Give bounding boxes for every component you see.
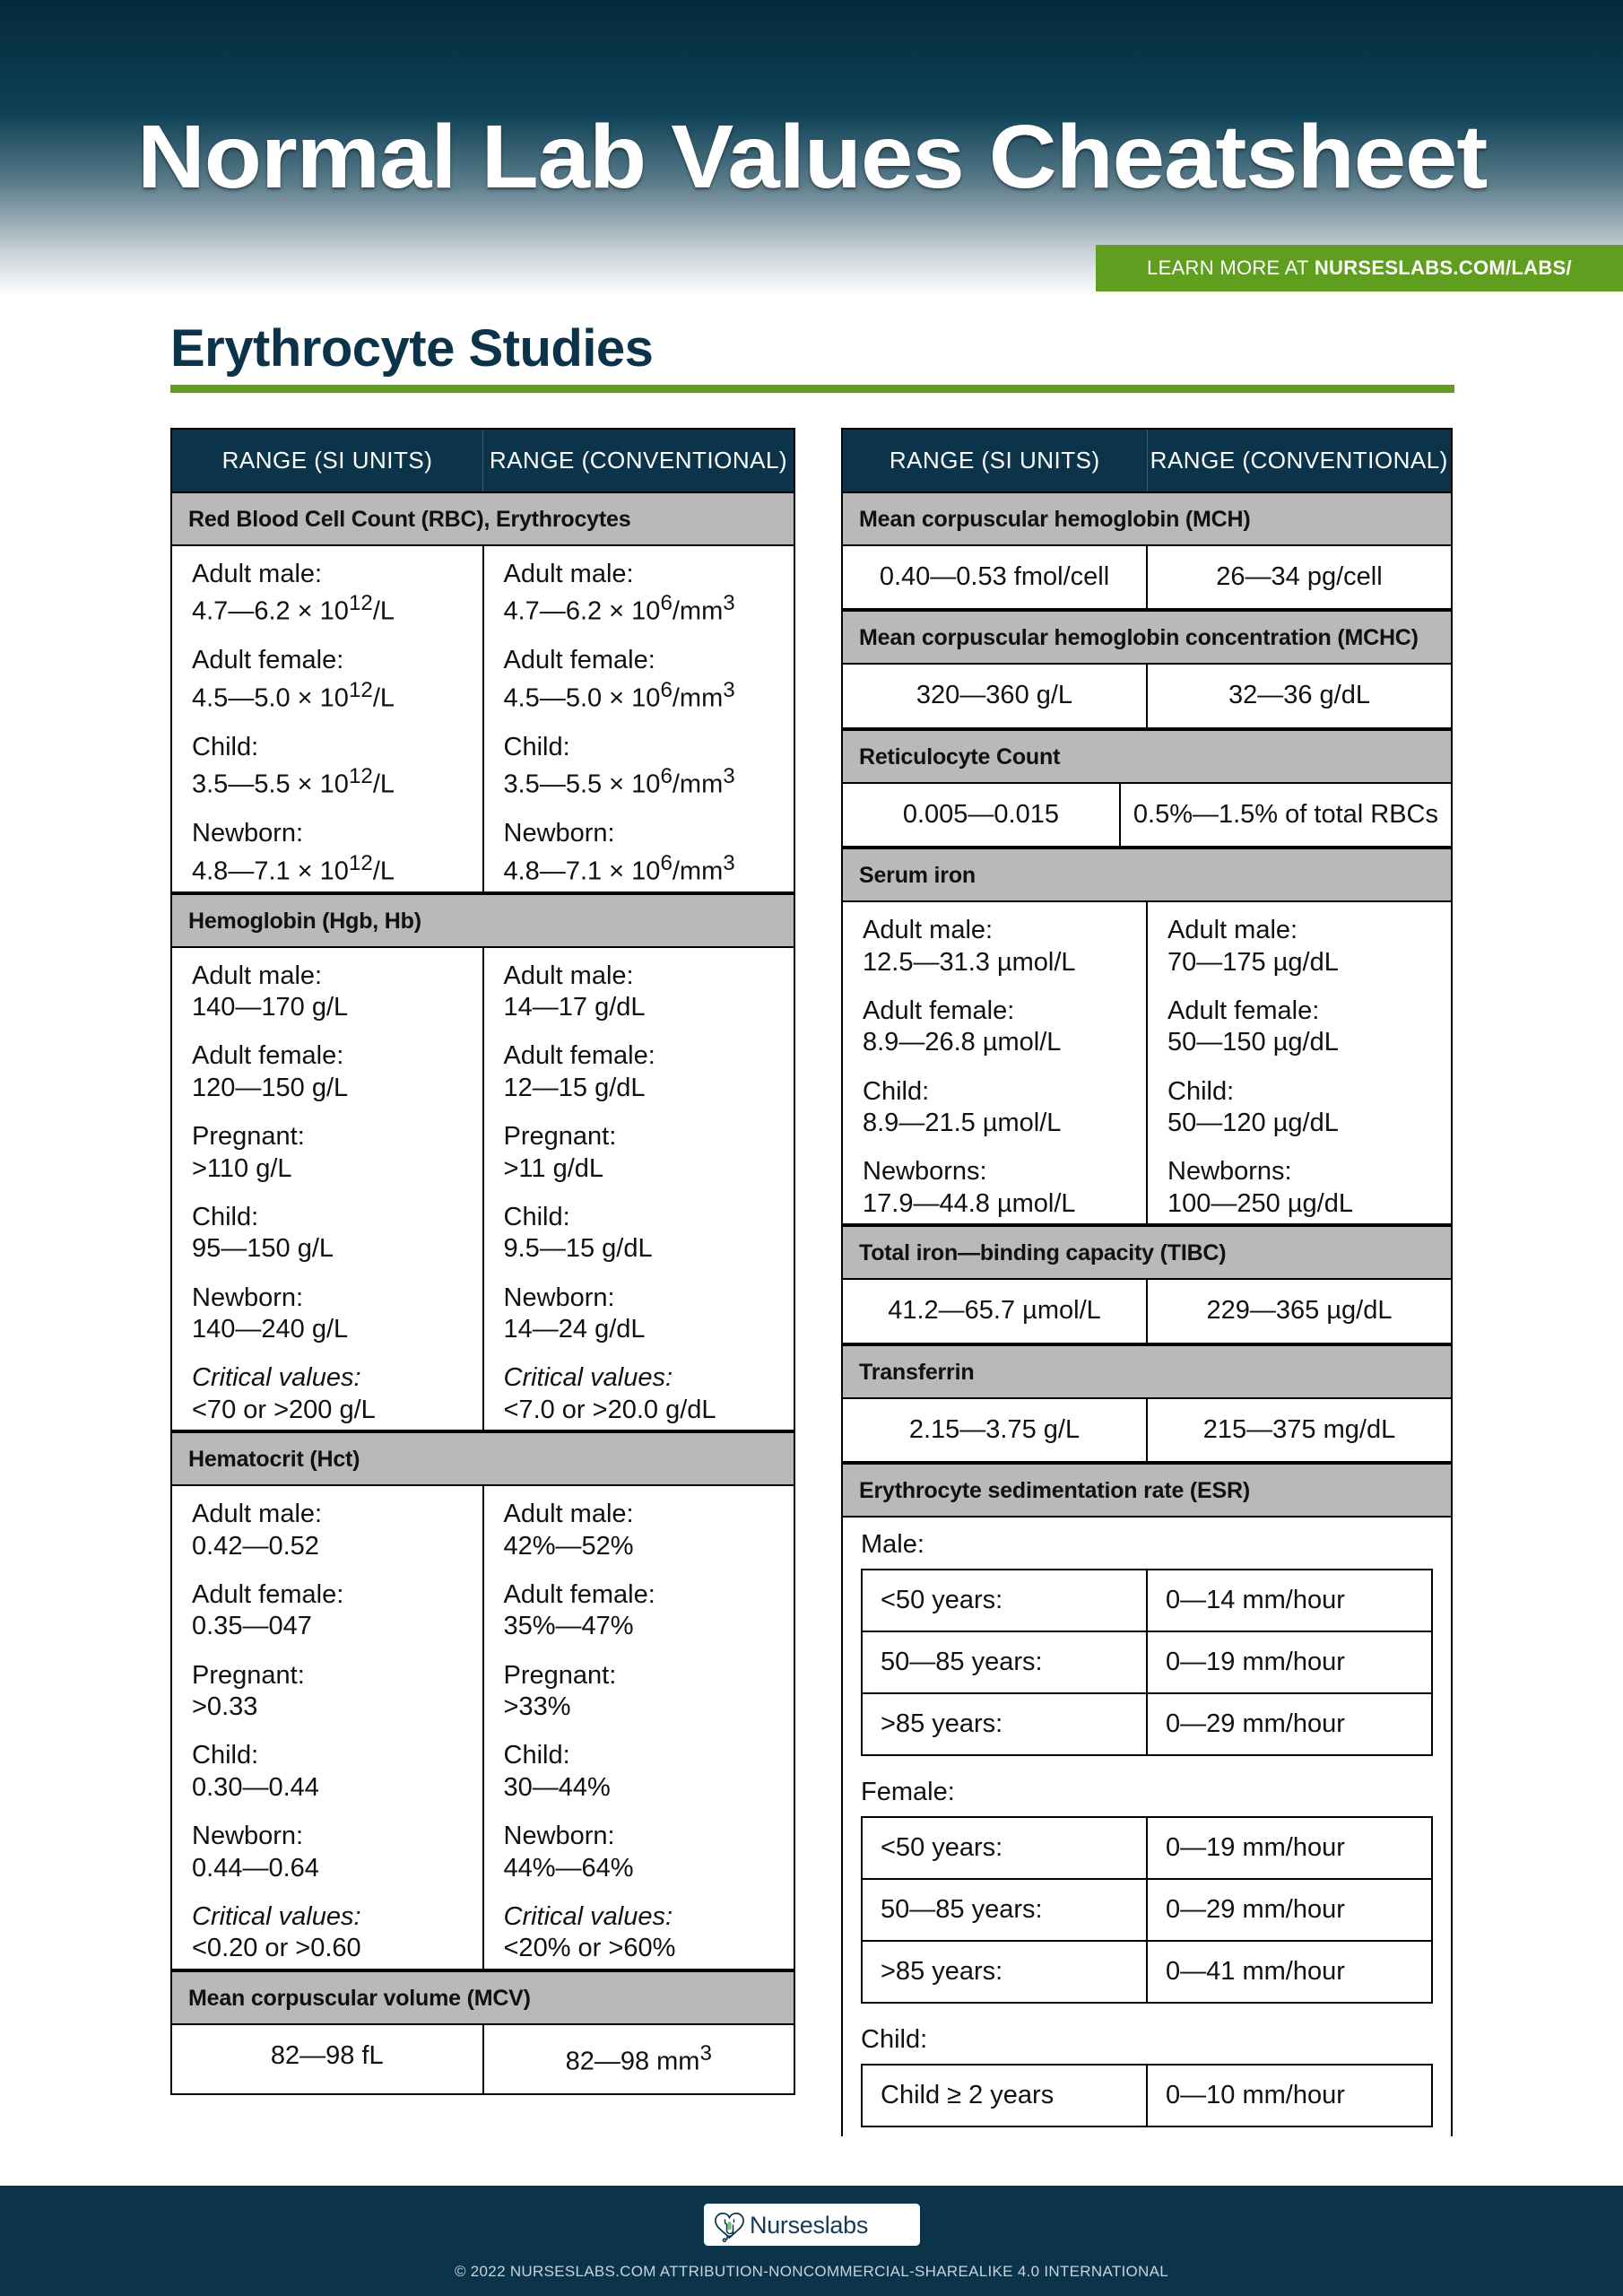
svg-text:Nurseslabs: Nurseslabs — [750, 2212, 868, 2239]
